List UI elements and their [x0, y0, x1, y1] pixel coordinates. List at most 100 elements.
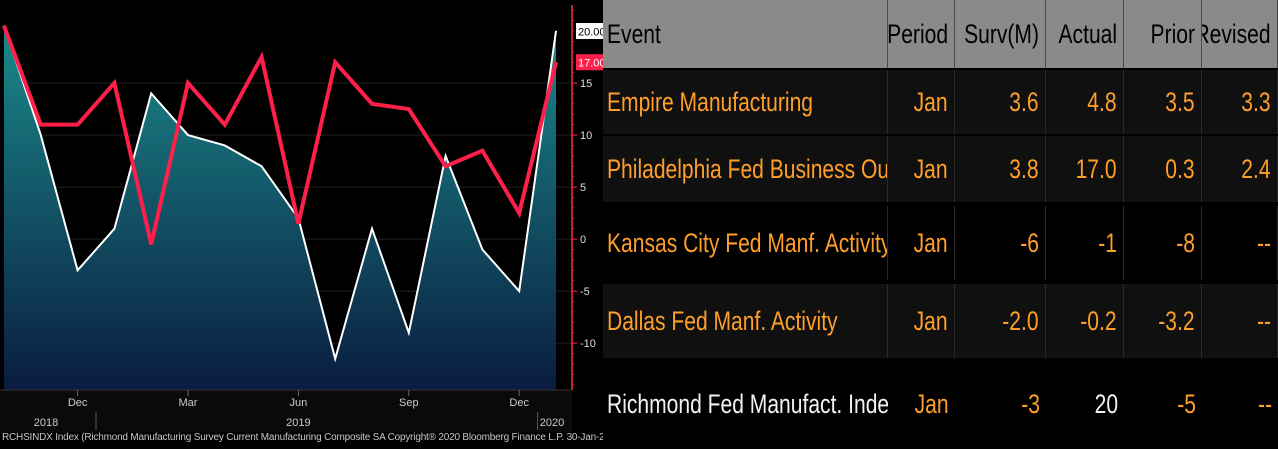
- data-point: [113, 228, 115, 230]
- table-header-row: Event Period Surv(M) Actual Prior Revise…: [603, 0, 1278, 68]
- y-tick-label: 5: [580, 182, 586, 194]
- data-point: [555, 30, 557, 32]
- event-name: Richmond Fed Manufact. Index: [603, 362, 888, 446]
- period-value: Jan: [888, 206, 955, 280]
- period-value: Jan: [888, 284, 955, 358]
- revised-value: --: [1202, 284, 1278, 358]
- data-point: [555, 61, 557, 63]
- data-point: [445, 155, 447, 157]
- chart-footer-source: RCHSINDX Index (Richmond Manufacturing S…: [2, 432, 606, 443]
- revised-value: 3.3: [1202, 70, 1278, 134]
- y-tick-label: 10: [580, 130, 592, 142]
- table-row[interactable]: Dallas Fed Manf. Activity Jan -2.0 -0.2 …: [603, 284, 1278, 358]
- actual-value: -0.2: [1046, 284, 1124, 358]
- data-point: [40, 134, 42, 136]
- data-point: [77, 124, 79, 126]
- x-tick-label: Mar: [179, 397, 198, 409]
- survey-value: 3.8: [955, 136, 1046, 202]
- area-fill: [4, 25, 556, 390]
- table-row[interactable]: Kansas City Fed Manf. Activity Jan -6 -1…: [603, 206, 1278, 280]
- y-axis: 15 10 5 0 -5 -10 20.00 17.00: [571, 5, 606, 390]
- x-tick-label: Sep: [399, 397, 419, 409]
- data-point: [518, 290, 520, 292]
- chart-panel: 15 10 5 0 -5 -10 20.00 17.00 Dec Mar Jun Sep Dec 201…: [0, 0, 606, 449]
- line-chart: 15 10 5 0 -5 -10 20.00 17.00 Dec Mar Jun Sep Dec 201…: [0, 5, 606, 432]
- data-point: [261, 56, 263, 58]
- economic-events-table: Event Period Surv(M) Actual Prior Revise…: [603, 0, 1278, 449]
- header-actual[interactable]: Actual: [1046, 0, 1124, 68]
- event-name: Kansas City Fed Manf. Activity: [603, 206, 888, 280]
- data-point: [371, 228, 373, 230]
- data-point: [187, 134, 189, 136]
- series-lines: [2, 25, 558, 363]
- header-period[interactable]: Period: [888, 0, 955, 68]
- x-year-label: 2018: [34, 417, 58, 429]
- data-point: [187, 82, 189, 84]
- y-tick-label: -10: [580, 338, 596, 350]
- period-value: Jan: [888, 70, 955, 134]
- y-tick-label: 15: [580, 78, 592, 90]
- data-point: [334, 358, 336, 360]
- period-value: Jan: [888, 362, 955, 446]
- actual-value: 4.8: [1046, 70, 1124, 134]
- data-point: [445, 165, 447, 167]
- event-name: Philadelphia Fed Business Outl...: [603, 136, 888, 202]
- survey-value: -2.0: [955, 284, 1046, 358]
- header-event[interactable]: Event: [603, 0, 888, 68]
- x-axis-band: [0, 390, 572, 432]
- x-year-label: 2019: [286, 417, 310, 429]
- data-point: [481, 150, 483, 152]
- actual-value: 20: [1046, 362, 1124, 446]
- survey-value: -6: [955, 206, 1046, 280]
- y-tick-label: -5: [580, 286, 590, 298]
- x-tick-label: Dec: [509, 397, 529, 409]
- revised-value: --: [1202, 362, 1278, 446]
- data-point: [297, 223, 299, 225]
- table-row[interactable]: Empire Manufacturing Jan 3.6 4.8 3.5 3.3: [603, 70, 1278, 134]
- x-tick-label: Dec: [68, 397, 88, 409]
- data-point: [481, 249, 483, 251]
- data-point: [77, 269, 79, 271]
- data-point: [150, 92, 152, 94]
- series-line-1: [3, 25, 557, 363]
- survey-value: -3: [955, 362, 1046, 446]
- data-point: [224, 124, 226, 126]
- event-name: Empire Manufacturing: [603, 70, 888, 134]
- prior-value: -5: [1124, 362, 1202, 446]
- x-axis: Dec Mar Jun Sep Dec 2018 2019 2020: [0, 389, 572, 432]
- y-tick-label: 0: [580, 234, 586, 246]
- data-point: [408, 332, 410, 334]
- header-revised[interactable]: Revised: [1202, 0, 1278, 68]
- data-point: [371, 103, 373, 105]
- table-row[interactable]: Philadelphia Fed Business Outl... Jan 3.…: [603, 136, 1278, 202]
- x-tick-label: Jun: [290, 397, 308, 409]
- actual-value: -1: [1046, 206, 1124, 280]
- data-point: [40, 124, 42, 126]
- data-point: [3, 25, 5, 27]
- series-line-2: [2, 25, 558, 245]
- prior-value: -8: [1124, 206, 1202, 280]
- area-fill-series-1: [4, 25, 556, 390]
- data-point: [408, 108, 410, 110]
- prior-value: -3.2: [1124, 284, 1202, 358]
- x-year-label: 2020: [540, 417, 564, 429]
- data-point: [334, 61, 336, 63]
- event-name: Dallas Fed Manf. Activity: [603, 284, 888, 358]
- table-row[interactable]: Richmond Fed Manufact. Index Jan -3 20 -…: [603, 362, 1278, 446]
- last-value-label: 20.00: [578, 27, 606, 39]
- prior-value: 0.3: [1124, 136, 1202, 202]
- period-value: Jan: [888, 136, 955, 202]
- data-point: [261, 165, 263, 167]
- last-value-label: 17.00: [578, 58, 606, 70]
- data-point: [150, 243, 152, 245]
- header-prior[interactable]: Prior: [1124, 0, 1202, 68]
- data-point: [113, 82, 115, 84]
- last-value-badge: [576, 54, 606, 71]
- prior-value: 3.5: [1124, 70, 1202, 134]
- revised-value: --: [1202, 206, 1278, 280]
- last-value-badge: [576, 23, 606, 40]
- header-surv[interactable]: Surv(M): [955, 0, 1046, 68]
- data-point: [224, 144, 226, 146]
- actual-value: 17.0: [1046, 136, 1124, 202]
- survey-value: 3.6: [955, 70, 1046, 134]
